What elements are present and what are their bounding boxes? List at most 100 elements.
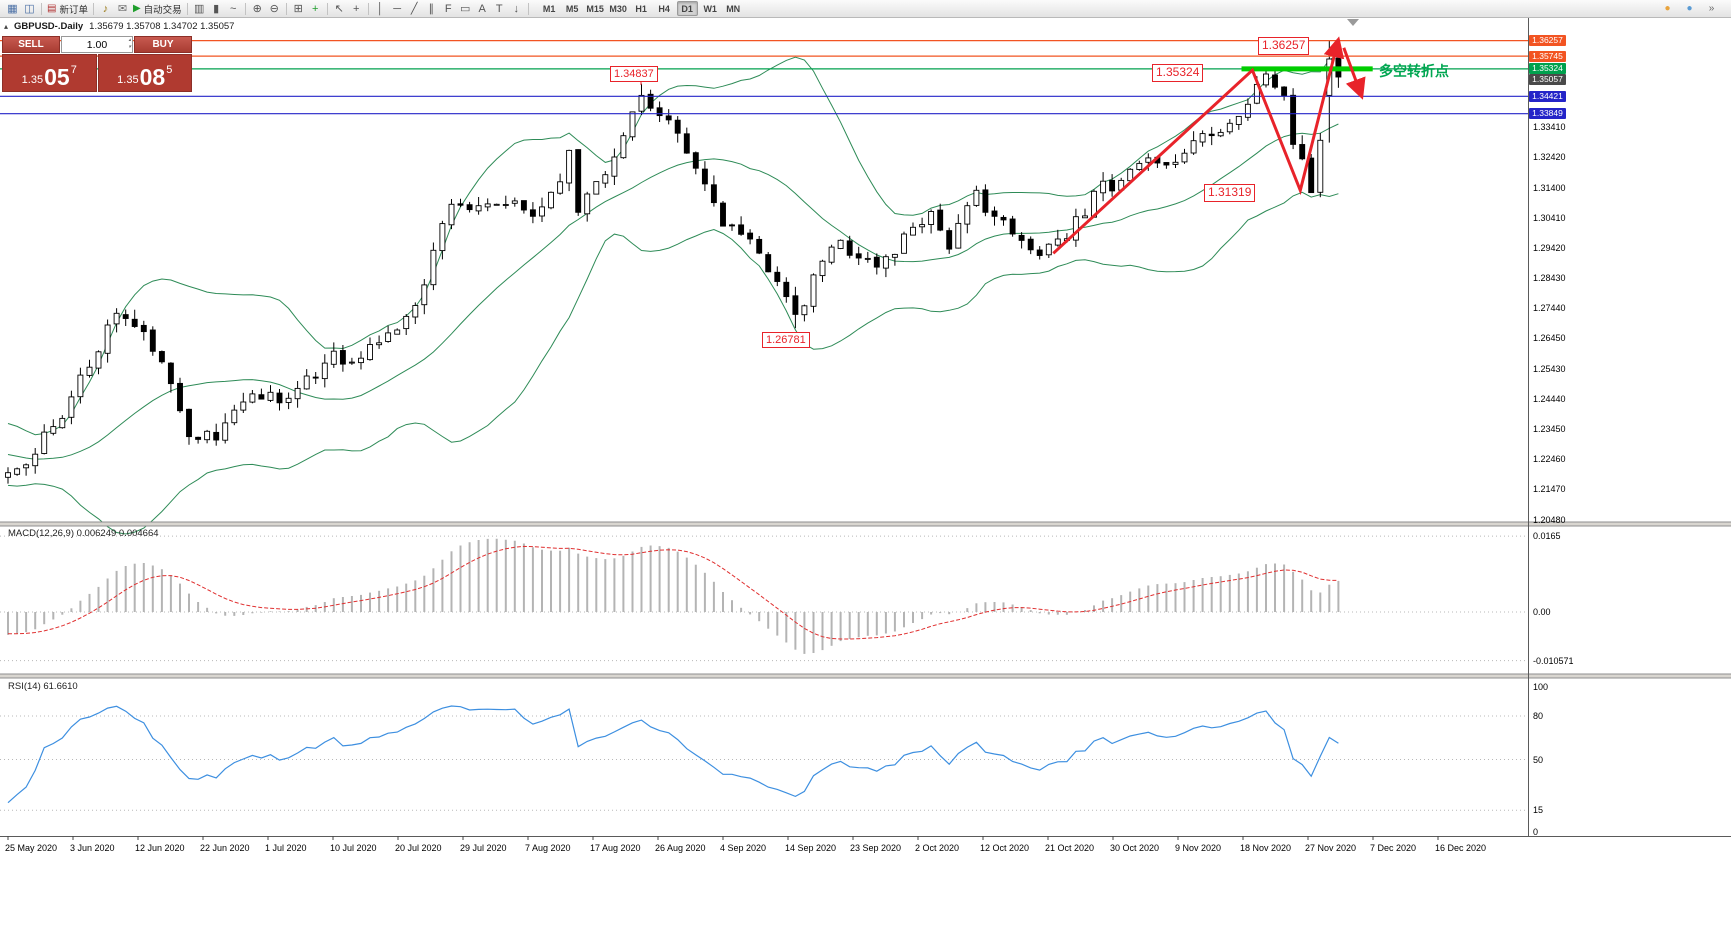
channel-icon[interactable]: ∥ [428, 3, 434, 15]
symbol-ohlc-line: ▴ GBPUSD-.Daily 1.35679 1.35708 1.34702 … [4, 21, 234, 32]
buy-button[interactable]: BUY [134, 36, 192, 53]
rsi-scale-label: 100 [1533, 682, 1549, 692]
timeframe-button-H4[interactable]: H4 [658, 3, 670, 14]
rsi-scale-label: 15 [1533, 805, 1544, 816]
toolbar-overflow-icon[interactable]: » [1708, 3, 1715, 14]
fibonacci-icon[interactable]: F [444, 2, 452, 15]
date-axis-label: 27 Nov 2020 [1305, 843, 1357, 853]
sell-button[interactable]: SELL [2, 36, 60, 53]
macd-scale-label: 0.0165 [1533, 531, 1561, 542]
text-icon[interactable]: A [478, 2, 486, 15]
toolbar-separator [367, 2, 369, 15]
autotrade-button-label: 自动交易 [143, 4, 182, 16]
annotation-1.26781[interactable]: 1.26781 [762, 332, 810, 349]
buy-price-big: 08 [139, 64, 166, 90]
price-axis-label: 1.29420 [1533, 243, 1566, 254]
horizontal-line-icon[interactable]: ─ [393, 2, 402, 15]
macd-indicator-label: MACD(12,26,9) 0.006249 0.004664 [8, 528, 159, 539]
candlestick-chart-icon[interactable]: ▮ [213, 3, 220, 15]
timeframe-toolbar: M1 M5 M15 M30 H1 H4 D1 W1 MN [538, 1, 745, 16]
toolbar-separator [285, 2, 287, 15]
price-axis-label: 1.24440 [1533, 394, 1566, 405]
macd-scale-label: -0.010571 [1533, 655, 1574, 666]
date-axis-label: 22 Jun 2020 [200, 843, 250, 853]
price-axis-label: 1.20480 [1533, 514, 1566, 525]
timeframe-button-MN[interactable]: MN [726, 3, 741, 14]
zoom-in-icon[interactable]: ⊕ [252, 3, 262, 15]
date-axis-label: 12 Oct 2020 [980, 843, 1030, 853]
label-icon[interactable]: T [495, 2, 503, 15]
rsi-scale-label: 0 [1533, 827, 1539, 837]
macd-scale-label: 0.00 [1533, 607, 1551, 617]
price-axis-label: 1.21470 [1533, 484, 1566, 495]
main-toolbar: ▦ ◫ ▤ 新订单 ♪ ✉ ▶ 自动交易 ▥ ▮ ~ ⊕ ⊖ ⊞ + ↖ + │ ─ ╱ ∥ F ▭ A T ↓ M1 M5 M15 M3… [0, 0, 1731, 18]
timeframe-button-M1[interactable]: M1 [542, 3, 556, 14]
price-tag-1.36257: 1.36257 [1529, 35, 1566, 47]
symbol-title: GBPUSD-.Daily [14, 21, 84, 32]
date-axis-label: 16 Dec 2020 [1435, 843, 1487, 853]
ohlc-values: 1.35679 1.35708 1.34702 1.35057 [89, 21, 235, 32]
timeframe-button-M15[interactable]: M15 [586, 3, 604, 14]
date-axis-label: 2 Oct 2020 [915, 843, 960, 853]
toolbar-separator [527, 2, 529, 15]
buy-price-button[interactable]: 1.35 08 5 [97, 54, 192, 92]
volume-spinner[interactable]: ▴ ▾ [128, 37, 131, 51]
date-axis-label: 4 Sep 2020 [720, 843, 767, 853]
price-axis-label: 1.33410 [1533, 121, 1566, 132]
annotation-1.35324[interactable]: 1.35324 [1152, 64, 1204, 82]
cursor-icon[interactable]: ↖ [334, 3, 344, 15]
volume-down-icon[interactable]: ▾ [128, 44, 131, 50]
date-axis-label: 10 Jul 2020 [330, 843, 377, 853]
line-chart-icon[interactable]: ~ [229, 2, 237, 15]
trendline-icon[interactable]: ╱ [410, 3, 418, 15]
annotation-1.34837[interactable]: 1.34837 [610, 66, 658, 83]
annotation-1.36257[interactable]: 1.36257 [1258, 37, 1310, 55]
timeframe-button-M30[interactable]: M30 [609, 3, 627, 14]
sell-price-prefix: 1.35 [21, 74, 44, 86]
collapse-panel-icon[interactable]: ▴ [4, 22, 9, 31]
one-click-trading-panel: SELL 1.00 ▴ ▾ BUY 1.35 05 7 1.35 08 5 [2, 36, 192, 92]
price-tag-1.35745: 1.35745 [1529, 50, 1566, 62]
date-axis-label: 12 Jun 2020 [135, 843, 185, 853]
new-order-button-label: 新订单 [59, 4, 88, 16]
new-chart-icon[interactable]: ▦ [7, 3, 18, 15]
autotrade-play-icon: ▶ [132, 3, 141, 14]
date-axis-label: 7 Aug 2020 [525, 843, 571, 853]
new-order-icon: ▤ [47, 3, 57, 14]
vertical-line-icon[interactable]: │ [376, 2, 384, 15]
date-axis-label: 20 Jul 2020 [395, 843, 442, 853]
annotation-1.31319[interactable]: 1.31319 [1204, 184, 1256, 202]
volume-input[interactable]: 1.00 ▴ ▾ [61, 36, 133, 53]
toolbar-separator [41, 2, 42, 15]
date-axis-label: 25 May 2020 [5, 843, 58, 853]
autotrade-button[interactable]: ▶ 自动交易 [131, 1, 184, 17]
rsi-indicator-label: RSI(14) 61.6610 [8, 681, 78, 692]
tile-windows-icon[interactable]: ⊞ [293, 3, 303, 15]
crosshair-icon[interactable]: + [352, 2, 360, 15]
arrows-icon[interactable]: ↓ [513, 2, 519, 15]
turning-point-label[interactable]: 多空转折点 [1379, 63, 1449, 79]
buy-price-prefix: 1.35 [117, 74, 139, 86]
shapes-icon[interactable]: ▭ [459, 3, 471, 15]
alerts-icon[interactable]: ♪ [102, 2, 109, 15]
new-order-button[interactable]: ▤ 新订单 [45, 1, 90, 17]
date-axis-label: 17 Aug 2020 [590, 843, 641, 853]
price-axis-label: 1.22460 [1533, 454, 1566, 465]
sell-price-button[interactable]: 1.35 05 7 [2, 54, 97, 92]
bars-chart-icon[interactable]: ▥ [193, 3, 205, 15]
buy-price-pip: 5 [166, 64, 173, 76]
timeframe-button-W1[interactable]: W1 [703, 3, 717, 14]
mailbox-icon[interactable]: ✉ [117, 3, 128, 15]
timeframe-button-D1[interactable]: D1 [676, 1, 698, 16]
zoom-out-icon[interactable]: ⊖ [269, 3, 279, 15]
chat-icon[interactable]: ● [1686, 3, 1693, 14]
indicators-icon[interactable]: + [311, 2, 319, 15]
profiles-icon[interactable]: ◫ [24, 3, 35, 15]
community-icon[interactable]: ● [1664, 3, 1671, 14]
timeframe-button-H1[interactable]: H1 [635, 3, 647, 14]
toolbar-separator [186, 2, 188, 15]
timeframe-button-M5[interactable]: M5 [565, 3, 579, 14]
volume-up-icon[interactable]: ▴ [128, 37, 131, 43]
